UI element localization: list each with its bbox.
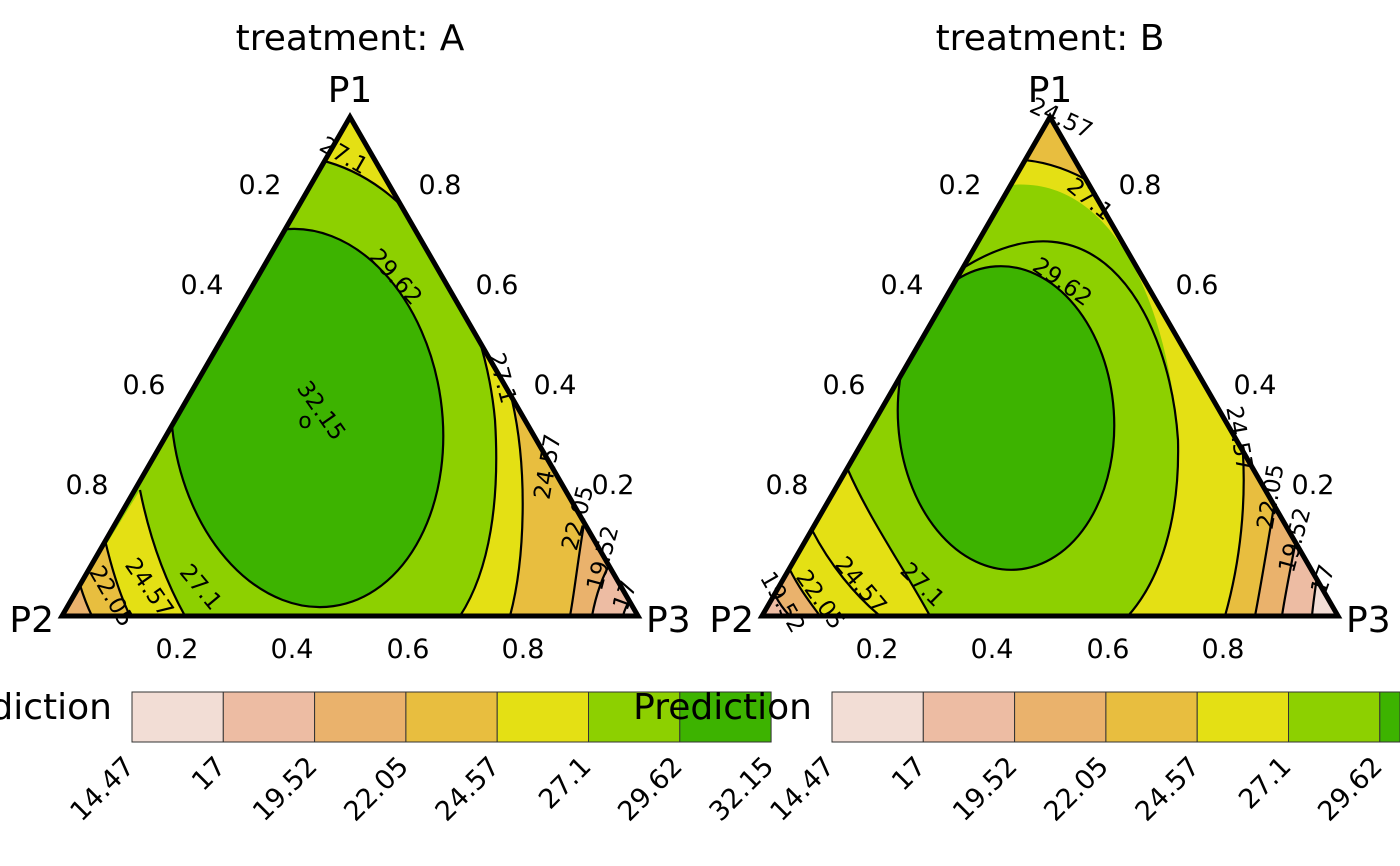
panel-b-right-tick: 0.8	[1119, 170, 1162, 201]
panel-a-center-marker: o	[298, 409, 311, 434]
panel-a-vertex-right: P3	[646, 600, 691, 641]
panel-b-legend-swatches	[831, 691, 1400, 743]
panel-b-vertex-top: P1	[1028, 70, 1073, 111]
panel-b-legend-break-label: 29.62	[1312, 751, 1389, 828]
panel-b-band-low-left-22	[762, 595, 790, 616]
panel-a-bottom-tick: 0.2	[156, 634, 199, 665]
panel-a-vertex-top: P1	[328, 70, 373, 111]
panel-a-legend-break-label: 17	[186, 751, 232, 797]
panel-b-triangle-frame	[757, 111, 1343, 619]
panel-b-right-tick: 0.6	[1176, 270, 1219, 301]
panel-a-right-tick: 0.6	[476, 270, 519, 301]
panel-a-bottom-tick: 0.4	[271, 634, 314, 665]
panel-a-axis-ticks: 0.2 0.4 0.6 0.8 0.8 0.6 0.4 0.2 0.2 0.4 …	[66, 170, 635, 665]
panel-b-vertex-labels: P1 P2 P3	[709, 70, 1390, 641]
panel-a-right-tick: 0.4	[534, 370, 577, 401]
panel-a-legend-swatch	[405, 691, 498, 743]
panel-b-bottom-tick: 0.6	[1087, 634, 1130, 665]
panel-b-legend-swatch	[922, 691, 1016, 743]
panel-a-legend-break-label: 19.52	[247, 751, 324, 828]
panel-b: treatment: B 24.57	[633, 18, 1400, 828]
panel-b-legend-swatch	[1196, 691, 1289, 743]
panel-a: treatment: A 27.1 29.	[0, 18, 780, 828]
panel-a-band-32	[170, 228, 444, 608]
panel-a-legend-swatch	[588, 691, 681, 743]
panel-b-left-tick: 0.8	[766, 470, 809, 501]
panel-b-legend-swatch	[1105, 691, 1198, 743]
panel-a-title: treatment: A	[236, 18, 465, 59]
panel-b-band-29-core	[897, 266, 1115, 570]
panel-a-legend-break-label: 32.15	[703, 751, 780, 828]
panel-a-bottom-tick: 0.8	[502, 634, 545, 665]
panel-a-legend-swatches	[131, 691, 772, 743]
panel-b-bottom-tick: 0.2	[856, 634, 899, 665]
panel-a-legend-title: Prediction	[0, 687, 112, 728]
panel-a-legend-break-label: 29.62	[612, 751, 689, 828]
panel-b-legend-swatch	[1014, 691, 1107, 743]
panel-a-contour-fills	[62, 117, 638, 616]
panel-a-legend-swatch	[314, 691, 407, 743]
panel-b-legend-swatch	[1379, 691, 1400, 743]
panel-a-band-low-left-22	[62, 585, 92, 616]
panel-b-vertex-left: P2	[709, 600, 754, 641]
panel-b-bottom-tick: 0.4	[971, 634, 1014, 665]
panel-a-legend-swatch	[679, 691, 772, 743]
panel-a-right-tick: 0.2	[592, 470, 635, 501]
panel-a-bottom-tick: 0.6	[387, 634, 430, 665]
panel-a-legend-break-label: 14.47	[64, 751, 141, 828]
panel-b-right-tick: 0.4	[1234, 370, 1277, 401]
panel-a-legend-swatch	[222, 691, 316, 743]
panel-a-right-tick: 0.8	[419, 170, 462, 201]
panel-b-legend-break-label: 19.52	[947, 751, 1024, 828]
panel-b-left-tick: 0.6	[823, 370, 866, 401]
panel-b-axis-ticks: 0.2 0.4 0.6 0.8 0.8 0.6 0.4 0.2 0.2 0.4 …	[766, 170, 1335, 665]
panel-b-legend-title: Prediction	[633, 687, 812, 728]
panel-b-title: treatment: B	[936, 18, 1165, 59]
panel-b-legend-labels: 14.47 17 19.52 22.05 24.57 27.1 29.62	[764, 751, 1388, 828]
panel-b-legend-swatch	[831, 691, 924, 743]
panel-b-contour-fills	[762, 117, 1338, 616]
panel-a-legend-break-label: 27.1	[533, 751, 597, 815]
panel-a-legend-labels: 14.47 17 19.52 22.05 24.57 27.1 29.62 32.15	[64, 751, 780, 828]
panel-b-vertex-right: P3	[1346, 600, 1391, 641]
panel-a-vertex-labels: P1 P2 P3	[9, 70, 690, 641]
panel-b-legend-break-label: 24.57	[1130, 751, 1207, 828]
panel-b-legend-swatch	[1288, 691, 1381, 743]
panel-b-legend-break-label: 14.47	[764, 751, 841, 828]
panel-a-legend-break-label: 22.05	[338, 751, 415, 828]
panel-a-band-19	[592, 560, 638, 616]
panel-b-legend: Prediction 14.47 17 19.52 22.05 24.57 27.1 29.…	[633, 687, 1400, 828]
panel-a-triangle-frame	[57, 111, 643, 619]
panel-b-bottom-tick: 0.8	[1202, 634, 1245, 665]
panel-a-left-tick: 0.2	[239, 170, 282, 201]
panel-b-left-tick: 0.2	[939, 170, 982, 201]
panel-b-right-tick: 0.2	[1292, 470, 1335, 501]
panel-a-legend-swatch	[131, 691, 224, 743]
panel-a-left-tick: 0.6	[123, 370, 166, 401]
panel-a-legend-swatch	[496, 691, 590, 743]
panel-a-left-tick: 0.8	[66, 470, 109, 501]
panel-a-legend-break-label: 24.57	[430, 751, 507, 828]
panel-b-legend-break-label: 22.05	[1038, 751, 1115, 828]
panel-b-legend-break-label: 27.1	[1233, 751, 1297, 815]
panel-b-legend-break-label: 17	[886, 751, 932, 797]
panel-a-left-tick: 0.4	[181, 270, 224, 301]
panel-a-vertex-left: P2	[9, 600, 54, 641]
panel-b-left-tick: 0.4	[881, 270, 924, 301]
